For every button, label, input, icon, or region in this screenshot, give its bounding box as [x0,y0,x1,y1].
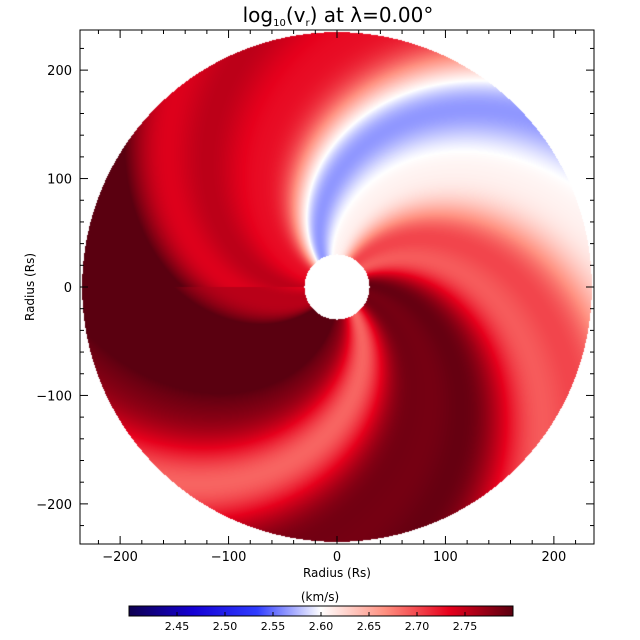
x-tick-label: −100 [211,550,247,565]
colorbar-tick-label: 2.60 [309,620,334,633]
colorbar-ticks [176,612,466,616]
y-tick-label: −100 [36,389,72,404]
chart-title: log10(vr) at λ=0.00° [243,3,434,29]
y-axis-tick-labels: −200 −100 0 100 200 [36,64,72,513]
x-axis-label: Radius (Rs) [303,566,371,580]
x-tick-label: 200 [541,550,566,565]
y-axis-label: Radius (Rs) [23,253,37,321]
y-tick-label: 0 [64,281,72,296]
y-tick-label: 100 [47,173,72,188]
velocity-heatmap [80,30,594,544]
colorbar-tick-label: 2.70 [405,620,430,633]
colorbar-tick-label: 2.50 [213,620,238,633]
colorbar-tick-labels: 2.45 2.50 2.55 2.60 2.65 2.70 2.75 [165,620,478,633]
x-tick-label: −200 [102,550,138,565]
x-axis-ticks [97,30,577,544]
y-axis-ticks [80,47,594,527]
colorbar-label: (km/s) [301,590,339,604]
colorbar-tick-label: 2.65 [357,620,382,633]
x-tick-label: 0 [333,550,341,565]
y-tick-label: 200 [47,64,72,79]
colorbar-tick-label: 2.55 [261,620,286,633]
x-axis-tick-labels: −200 −100 0 100 200 [102,550,566,565]
y-tick-label: −200 [36,498,72,513]
colorbar-tick-label: 2.45 [165,620,190,633]
x-tick-label: 100 [433,550,458,565]
colorbar-tick-label: 2.75 [453,620,478,633]
